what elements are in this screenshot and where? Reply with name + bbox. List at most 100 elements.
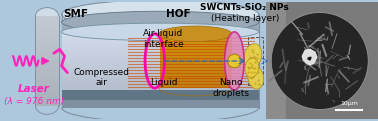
- Polygon shape: [302, 49, 317, 65]
- Bar: [62, 36, 259, 38]
- Bar: [36, 71, 59, 73]
- Bar: [62, 47, 259, 49]
- Bar: [36, 40, 59, 42]
- Bar: [62, 84, 259, 86]
- Bar: [62, 65, 259, 67]
- Bar: [62, 106, 259, 108]
- Bar: [36, 38, 59, 40]
- Bar: [62, 59, 259, 61]
- Bar: [36, 98, 59, 100]
- Bar: [62, 75, 259, 76]
- Bar: [160, 84, 232, 86]
- Bar: [62, 40, 259, 42]
- Bar: [36, 75, 59, 76]
- Ellipse shape: [159, 26, 232, 42]
- Bar: [62, 38, 259, 40]
- Bar: [36, 42, 59, 44]
- Bar: [36, 51, 59, 53]
- Bar: [62, 65, 259, 67]
- Bar: [160, 45, 232, 47]
- Bar: [266, 2, 378, 119]
- Bar: [62, 34, 259, 36]
- Bar: [62, 26, 259, 28]
- Bar: [62, 69, 259, 71]
- Bar: [62, 76, 259, 78]
- Bar: [62, 42, 259, 44]
- Bar: [36, 32, 59, 34]
- Bar: [62, 30, 259, 32]
- Bar: [62, 24, 259, 26]
- Bar: [36, 94, 59, 96]
- Bar: [62, 32, 259, 34]
- Bar: [36, 45, 59, 47]
- Bar: [62, 30, 259, 32]
- Bar: [62, 61, 259, 63]
- Bar: [62, 94, 259, 96]
- Bar: [62, 53, 259, 55]
- Bar: [62, 51, 259, 53]
- Bar: [62, 53, 259, 55]
- Bar: [62, 98, 259, 100]
- Bar: [62, 45, 259, 47]
- Bar: [62, 102, 259, 104]
- Bar: [160, 69, 232, 71]
- Bar: [62, 80, 259, 82]
- Bar: [62, 22, 259, 24]
- Bar: [36, 82, 59, 84]
- Bar: [62, 78, 259, 80]
- Bar: [36, 57, 59, 59]
- Bar: [62, 28, 259, 30]
- Bar: [62, 73, 259, 75]
- Bar: [62, 65, 259, 67]
- Bar: [62, 36, 259, 38]
- Bar: [160, 40, 232, 42]
- Bar: [62, 61, 259, 63]
- Bar: [62, 96, 259, 98]
- Ellipse shape: [244, 44, 262, 68]
- Bar: [62, 63, 259, 65]
- Bar: [36, 92, 59, 94]
- Text: HOF: HOF: [166, 8, 191, 19]
- Bar: [36, 20, 59, 22]
- Bar: [62, 36, 259, 38]
- Circle shape: [228, 54, 241, 68]
- Bar: [62, 75, 259, 76]
- Bar: [160, 71, 232, 73]
- Bar: [36, 90, 59, 92]
- Bar: [62, 67, 259, 69]
- Bar: [62, 44, 259, 45]
- Bar: [160, 80, 232, 82]
- Bar: [62, 57, 259, 59]
- Bar: [62, 71, 259, 73]
- Bar: [62, 44, 259, 45]
- Bar: [62, 42, 259, 44]
- Bar: [62, 14, 259, 108]
- Bar: [62, 84, 259, 86]
- Bar: [160, 61, 232, 63]
- Bar: [36, 88, 59, 90]
- Bar: [62, 18, 259, 20]
- Bar: [160, 57, 232, 59]
- Bar: [62, 40, 259, 42]
- Bar: [36, 44, 59, 45]
- Ellipse shape: [225, 32, 244, 90]
- Bar: [36, 76, 59, 78]
- Text: Compressed: Compressed: [73, 68, 129, 77]
- Bar: [160, 44, 232, 45]
- Bar: [160, 34, 232, 36]
- Bar: [62, 26, 259, 28]
- Ellipse shape: [62, 11, 259, 33]
- Bar: [36, 30, 59, 32]
- Bar: [62, 28, 259, 30]
- Bar: [36, 86, 59, 88]
- Bar: [160, 67, 232, 69]
- Bar: [62, 80, 259, 82]
- Bar: [62, 86, 259, 88]
- Bar: [36, 61, 59, 63]
- Bar: [62, 88, 259, 90]
- Bar: [62, 20, 259, 22]
- Ellipse shape: [245, 58, 259, 77]
- Bar: [62, 76, 259, 78]
- Bar: [62, 82, 259, 84]
- Bar: [36, 53, 59, 55]
